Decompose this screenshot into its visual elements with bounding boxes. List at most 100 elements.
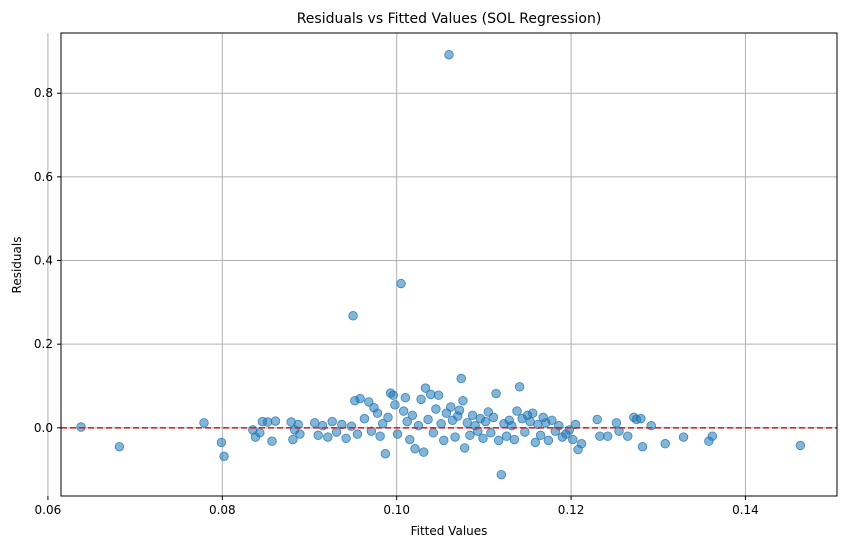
residual-point (341, 433, 351, 443)
residual-point (543, 435, 554, 446)
residual-point (346, 421, 357, 431)
residual-point (520, 427, 530, 437)
residual-point (467, 410, 478, 420)
residual-point (473, 426, 483, 436)
residual-point (293, 419, 303, 430)
x-axis-label: Fitted Values (411, 524, 488, 538)
residual-point (388, 390, 398, 400)
residual-point (454, 405, 465, 415)
residual-point (501, 431, 512, 441)
residual-point (310, 418, 320, 428)
residual-point (496, 469, 507, 480)
residual-point (419, 447, 429, 457)
residual-point (317, 421, 328, 431)
x-tick-label: 0.14 (732, 503, 759, 517)
residual-point (219, 451, 229, 461)
residual-point (400, 393, 411, 403)
residual-point (413, 421, 424, 431)
residual-point (398, 406, 409, 416)
residual-point (425, 389, 436, 400)
plot-frame (60, 32, 838, 497)
residual-point (364, 397, 374, 407)
residual-point (678, 432, 689, 442)
residual-point (444, 50, 454, 60)
residual-point (459, 443, 470, 453)
residual-point (378, 418, 388, 429)
residual-point (396, 278, 406, 289)
residual-point (507, 421, 517, 431)
residual-point (262, 417, 273, 427)
residual-point (372, 408, 383, 418)
residual-point (509, 434, 520, 445)
residual-point (416, 394, 426, 405)
x-axis-ticks: 0.06 0.08 0.10 0.12 0.14 (35, 496, 759, 517)
residual-point (446, 402, 456, 412)
residual-point (366, 426, 377, 436)
residual-point (646, 421, 656, 431)
residual-point (436, 418, 446, 429)
residual-point (355, 393, 365, 404)
residual-point (402, 416, 412, 427)
residual-point (462, 418, 473, 428)
y-axis-ticks: 0.0 0.2 0.4 0.6 0.8 (34, 86, 61, 435)
residual-point (525, 416, 535, 427)
residual-point (323, 432, 333, 442)
residual-point (327, 416, 337, 427)
x-tick-label: 0.10 (383, 503, 410, 517)
residual-point (348, 311, 358, 321)
y-tick-label: 0.2 (34, 337, 53, 351)
residual-point (494, 435, 504, 446)
residual-point (255, 428, 265, 438)
residual-point (450, 432, 460, 442)
residual-point (383, 412, 393, 423)
residual-point (380, 449, 391, 459)
residual-point (407, 410, 418, 420)
residual-point (614, 426, 624, 436)
y-tick-label: 0.0 (34, 421, 53, 435)
residual-point (611, 418, 622, 428)
residual-point (337, 419, 347, 430)
y-tick-label: 0.6 (34, 170, 53, 184)
residual-point (528, 408, 538, 418)
residual-point (570, 419, 581, 430)
residual-point (576, 439, 587, 449)
x-tick-label: 0.06 (35, 503, 62, 517)
residual-point (76, 422, 86, 432)
residual-point (313, 430, 323, 441)
residual-points (76, 50, 806, 480)
residual-point (423, 414, 433, 425)
residual-point (637, 441, 648, 452)
residual-point (431, 404, 441, 414)
residual-point (375, 431, 385, 441)
residual-point (707, 431, 718, 441)
residual-point (795, 440, 806, 451)
residual-point (456, 373, 466, 384)
residual-point (458, 395, 468, 406)
residual-point (488, 412, 499, 423)
y-axis-label: Residuals (10, 237, 24, 294)
residual-point (392, 429, 403, 439)
residual-point (199, 418, 209, 428)
residual-point (270, 416, 281, 426)
residual-point (267, 436, 277, 446)
x-tick-label: 0.12 (558, 503, 585, 517)
residual-point (660, 439, 670, 449)
residual-point (359, 413, 370, 424)
residual-point (439, 435, 449, 446)
residual-point (331, 427, 342, 437)
residual-point (390, 400, 400, 410)
residual-point (352, 429, 363, 439)
y-tick-label: 0.8 (34, 86, 53, 100)
y-tick-label: 0.4 (34, 254, 53, 268)
residual-point (491, 388, 501, 399)
residual-point (568, 434, 578, 445)
residual-point (592, 414, 602, 425)
residual-point (295, 429, 305, 439)
residual-point (433, 390, 444, 400)
residual-point (216, 437, 227, 448)
residual-point (478, 433, 488, 443)
residual-point (405, 434, 415, 445)
x-tick-label: 0.08 (209, 503, 236, 517)
residual-point (595, 431, 605, 441)
